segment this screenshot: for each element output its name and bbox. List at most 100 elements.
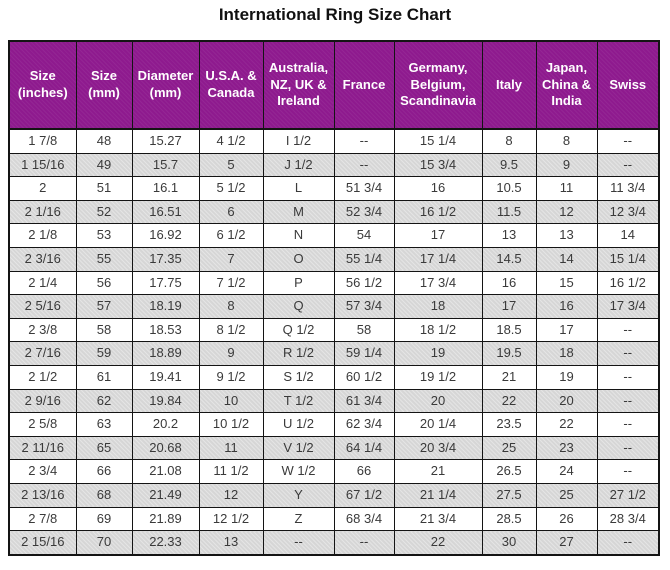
- table-cell: 20.2: [131, 412, 200, 437]
- table-cell: 17: [535, 317, 598, 343]
- table-cell: 17.35: [131, 246, 200, 272]
- page-title: International Ring Size Chart: [218, 5, 452, 24]
- table-cell: --: [262, 530, 335, 556]
- table-cell: 16 1/2: [393, 199, 483, 225]
- table-cell: T 1/2: [262, 388, 335, 414]
- table-cell: 22.33: [131, 530, 200, 556]
- table-cell: 8: [198, 294, 264, 319]
- table-cell: 68 3/4: [333, 506, 395, 532]
- table-cell: 28.5: [481, 506, 537, 532]
- table-cell: 69: [75, 506, 133, 532]
- table-cell: 62: [75, 388, 133, 414]
- table-row: 2 5/8 63 20.2 10 1/2 U 1/2 62 3/4 20 1/4 23.5 22…: [8, 412, 660, 437]
- table-cell: 21.08: [131, 459, 200, 484]
- table-cell: 15: [535, 270, 598, 296]
- table-cell: 65: [75, 435, 133, 461]
- table-cell: 12 1/2: [198, 506, 264, 532]
- table-cell: 19.5: [481, 341, 537, 366]
- table-cell: 17.75: [131, 270, 200, 296]
- table-cell: 16: [481, 270, 537, 296]
- table-cell: 2 11/16: [8, 435, 77, 461]
- table-cell: 13: [535, 223, 598, 248]
- table-cell: 18 1/2: [393, 317, 483, 343]
- table-cell: 60 1/2: [333, 364, 395, 390]
- table-cell: 25: [535, 482, 598, 508]
- table-cell: Q: [262, 294, 335, 319]
- table-cell: 2 13/16: [8, 482, 77, 508]
- table-cell: 20: [535, 388, 598, 414]
- table-cell: 19: [393, 341, 483, 366]
- table-cell: 24: [535, 459, 598, 484]
- table-cell: 28 3/4: [596, 506, 660, 532]
- table-cell: 2 5/8: [8, 412, 77, 437]
- table-cell: --: [333, 128, 395, 154]
- table-cell: 20 3/4: [393, 435, 483, 461]
- table-cell: 51: [75, 176, 133, 201]
- table-cell: 2 3/8: [8, 317, 77, 343]
- table-cell: 6: [198, 199, 264, 225]
- column-header-8: Italy: [481, 40, 537, 130]
- table-cell: 15 1/4: [596, 246, 660, 272]
- column-header-10: Swiss: [596, 40, 660, 130]
- table-cell: 13: [481, 223, 537, 248]
- table-cell: 59: [75, 341, 133, 366]
- table-cell: I 1/2: [262, 128, 335, 154]
- table-cell: 17: [393, 223, 483, 248]
- table-cell: 55 1/4: [333, 246, 395, 272]
- table-cell: --: [333, 152, 395, 178]
- table-cell: 1 7/8: [8, 128, 77, 154]
- table-row: 2 1/8 53 16.92 6 1/2 N 54 17 13 13 14: [8, 223, 660, 248]
- table-cell: Q 1/2: [262, 317, 335, 343]
- table-body: 1 7/8 48 15.27 4 1/2 I 1/2 -- 15 1/4 8 8 -- 1 15/1…: [8, 128, 660, 556]
- table-cell: --: [596, 388, 660, 414]
- table-cell: 14: [535, 246, 598, 272]
- table-cell: W 1/2: [262, 459, 335, 484]
- table-cell: --: [596, 364, 660, 390]
- table-row: 2 9/16 62 19.84 10 T 1/2 61 3/4 20 22 20 --: [8, 388, 660, 414]
- table-cell: 15 3/4: [393, 152, 483, 178]
- table-cell: Z: [262, 506, 335, 532]
- table-cell: 11 1/2: [198, 459, 264, 484]
- table-cell: 18.19: [131, 294, 200, 319]
- column-header-4: U.S.A. & Canada: [198, 40, 264, 130]
- table-cell: 21.49: [131, 482, 200, 508]
- table-cell: 26.5: [481, 459, 537, 484]
- table-cell: 1 15/16: [8, 152, 77, 178]
- table-cell: 21 3/4: [393, 506, 483, 532]
- column-header-3: Diameter (mm): [131, 40, 200, 130]
- table-cell: 23.5: [481, 412, 537, 437]
- column-header-5: Australia, NZ, UK & Ireland: [262, 40, 335, 130]
- table-row: 2 15/16 70 22.33 13 -- -- 22 30 27 --: [8, 530, 660, 556]
- table-cell: P: [262, 270, 335, 296]
- table-cell: --: [596, 128, 660, 154]
- table-cell: 8 1/2: [198, 317, 264, 343]
- table-cell: 6 1/2: [198, 223, 264, 248]
- table-cell: 58: [75, 317, 133, 343]
- table-cell: 16.92: [131, 223, 200, 248]
- table-cell: 11 3/4: [596, 176, 660, 201]
- table-cell: --: [596, 152, 660, 178]
- table-cell: 2: [8, 176, 77, 201]
- table-cell: 18.89: [131, 341, 200, 366]
- table-cell: 2 3/4: [8, 459, 77, 484]
- table-cell: 51 3/4: [333, 176, 395, 201]
- table-cell: 20.68: [131, 435, 200, 461]
- table-cell: 10: [198, 388, 264, 414]
- table-row: 2 7/8 69 21.89 12 1/2 Z 68 3/4 21 3/4 28.5 26 28 …: [8, 506, 660, 532]
- table-cell: 4 1/2: [198, 128, 264, 154]
- table-cell: 7: [198, 246, 264, 272]
- table-cell: 63: [75, 412, 133, 437]
- table-cell: 14: [596, 223, 660, 248]
- table-cell: 57 3/4: [333, 294, 395, 319]
- table-cell: 61 3/4: [333, 388, 395, 414]
- table-cell: R 1/2: [262, 341, 335, 366]
- table-cell: --: [596, 412, 660, 437]
- table-cell: 8: [481, 128, 537, 154]
- table-cell: 2 1/8: [8, 223, 77, 248]
- table-cell: 27.5: [481, 482, 537, 508]
- table-cell: O: [262, 246, 335, 272]
- table-cell: 56: [75, 270, 133, 296]
- table-cell: 19: [535, 364, 598, 390]
- table-row: 2 5/16 57 18.19 8 Q 57 3/4 18 17 16 17 3/4: [8, 294, 660, 319]
